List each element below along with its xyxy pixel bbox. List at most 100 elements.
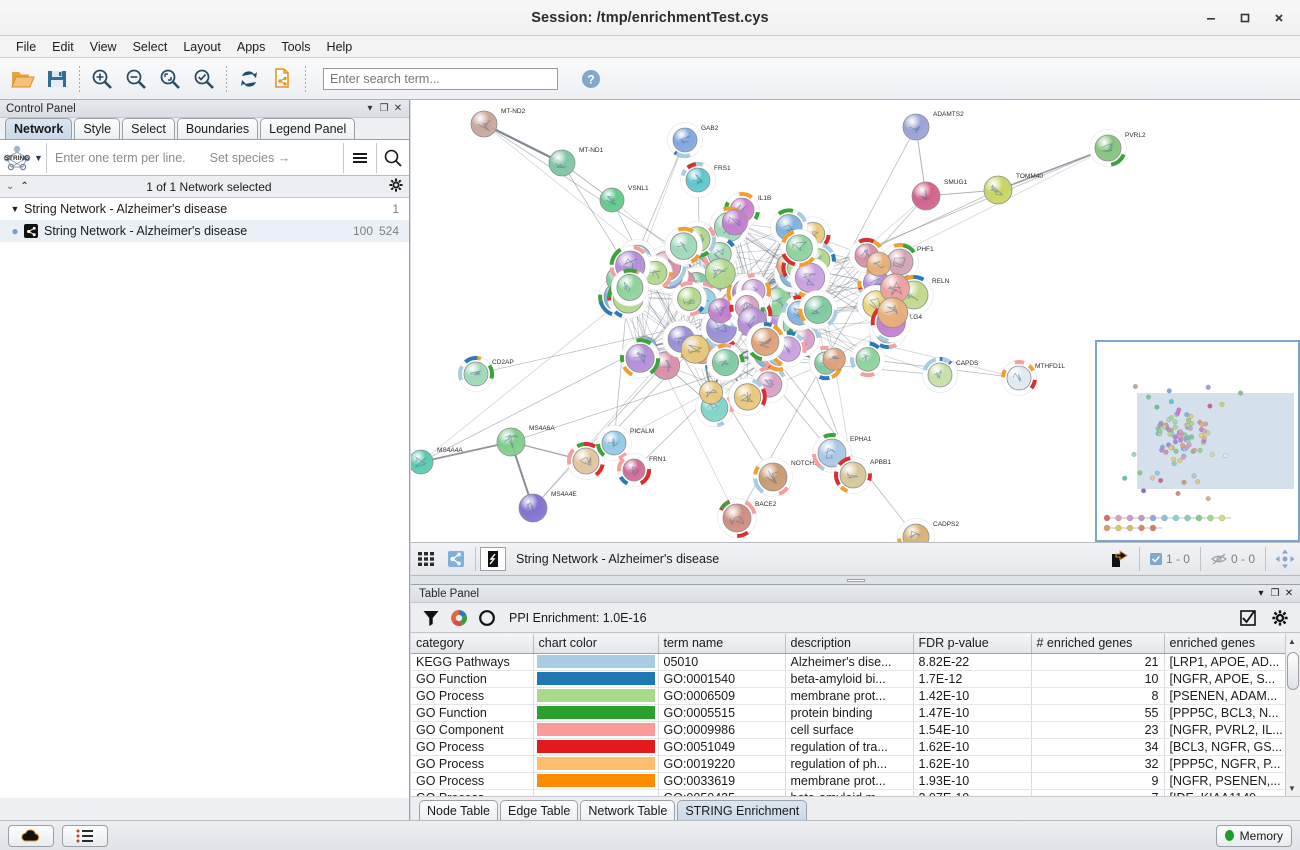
col-category[interactable]: category: [411, 634, 534, 654]
network-node[interactable]: PVRL2: [1089, 129, 1146, 167]
grid-icon[interactable]: [411, 544, 441, 574]
memory-status-button[interactable]: Memory: [1215, 824, 1292, 847]
network-node[interactable]: [822, 347, 846, 371]
menu-tools[interactable]: Tools: [281, 39, 311, 54]
close-icon[interactable]: [1262, 3, 1296, 33]
network-node[interactable]: PICALM: [596, 425, 655, 461]
float-panel-icon[interactable]: ❐: [379, 103, 389, 114]
network-node[interactable]: TOMM40: [983, 173, 1043, 205]
network-node[interactable]: [880, 273, 910, 304]
scrollbar-thumb[interactable]: [1287, 652, 1299, 690]
string-dropdown-icon[interactable]: ▼: [34, 152, 43, 163]
table-row[interactable]: KEGG Pathways 05010 Alzheimer's dise... 8.8…: [411, 653, 1287, 671]
annotation-icon[interactable]: [480, 547, 506, 571]
table-scrollbar[interactable]: ▲ ▼: [1285, 634, 1300, 796]
menu-layout[interactable]: Layout: [183, 39, 221, 54]
scroll-up-icon[interactable]: ▲: [1288, 637, 1296, 646]
menu-edit[interactable]: Edit: [52, 39, 74, 54]
network-node[interactable]: [619, 338, 661, 379]
collapse-all-icon[interactable]: ⌄: [6, 181, 15, 192]
pan-icon[interactable]: [1270, 544, 1300, 574]
chart-color-icon[interactable]: [445, 605, 473, 631]
float-panel-icon[interactable]: ❐: [1270, 588, 1280, 599]
table-row[interactable]: GO Function GO:0001540 beta-amyloid bi... 1…: [411, 670, 1287, 688]
network-node[interactable]: NOTCH1: [753, 457, 819, 497]
network-node[interactable]: [850, 341, 886, 378]
network-tree-item[interactable]: ● String Network - Alzheimer's disease 1…: [0, 220, 409, 242]
string-term-input[interactable]: Enter one term per line. Set species →: [47, 140, 343, 175]
network-node[interactable]: [745, 322, 785, 362]
network-node[interactable]: [680, 334, 710, 364]
filter-icon[interactable]: [417, 605, 445, 631]
zoom-out-icon[interactable]: [119, 62, 153, 96]
tab-network[interactable]: Network: [5, 118, 73, 139]
export-icon[interactable]: [1105, 544, 1135, 574]
tab-string-enrichment[interactable]: STRING Enrichment: [677, 800, 808, 820]
network-node[interactable]: [721, 209, 748, 236]
tab-legend-panel[interactable]: Legend Panel: [260, 118, 356, 139]
menu-apps[interactable]: Apps: [236, 39, 266, 54]
col-description[interactable]: description: [785, 634, 914, 654]
col-term-name[interactable]: term name: [658, 634, 786, 654]
network-node[interactable]: MT-ND2: [470, 108, 526, 138]
network-node[interactable]: ADAMTS2: [902, 111, 964, 141]
birds-eye-viewport[interactable]: [1137, 393, 1294, 489]
tab-select[interactable]: Select: [122, 118, 175, 139]
fit-selected-icon[interactable]: [187, 62, 221, 96]
menu-view[interactable]: View: [89, 39, 117, 54]
network-node[interactable]: FRN1: [617, 453, 667, 487]
network-node[interactable]: MS4A4A: [411, 447, 463, 475]
hidden-nodes-counter[interactable]: 0 - 0: [1205, 552, 1261, 566]
chevron-down-icon[interactable]: ▾: [1258, 588, 1264, 599]
network-graph[interactable]: MT-ND2 MT-ND1 VSNL1 CD2AP MS4A4A MS4A6A MS4A4E…: [411, 100, 1300, 542]
list-icon[interactable]: [62, 824, 108, 847]
splitter-grip[interactable]: [846, 578, 865, 582]
network-node[interactable]: CAPDS: [922, 357, 980, 393]
network-canvas[interactable]: MT-ND2 MT-ND1 VSNL1 CD2AP MS4A4A MS4A6A MS4A4E…: [411, 100, 1300, 542]
network-node[interactable]: [798, 290, 838, 330]
set-species-link[interactable]: Set species →: [209, 150, 291, 165]
network-node[interactable]: [706, 343, 745, 382]
chevron-down-icon[interactable]: ▾: [367, 103, 373, 114]
col-enriched-genes[interactable]: enriched genes: [1164, 634, 1287, 654]
network-node[interactable]: GAB2: [667, 122, 719, 158]
export-network-icon[interactable]: [266, 62, 300, 96]
network-node[interactable]: MTHFD1L: [1001, 360, 1066, 396]
hamburger-icon[interactable]: [344, 141, 376, 175]
tab-node-table[interactable]: Node Table: [419, 800, 499, 820]
tab-network-table[interactable]: Network Table: [580, 800, 676, 820]
checkbox-icon[interactable]: [1234, 605, 1262, 631]
close-panel-icon[interactable]: ✕: [393, 103, 403, 114]
string-share-icon[interactable]: [441, 544, 471, 574]
expand-arrow-icon[interactable]: ▼: [10, 204, 20, 214]
table-row[interactable]: GO Component GO:0009986 cell surface 1.54E-…: [411, 721, 1287, 739]
network-node[interactable]: [780, 229, 819, 267]
gear-icon[interactable]: [389, 178, 403, 195]
network-node[interactable]: [704, 258, 736, 290]
tab-style[interactable]: Style: [74, 118, 121, 139]
tab-boundaries[interactable]: Boundaries: [176, 118, 259, 139]
selected-nodes-counter[interactable]: 1 - 0: [1144, 552, 1196, 566]
minimize-icon[interactable]: [1194, 3, 1228, 33]
network-node[interactable]: CADPS2: [897, 518, 960, 543]
donut-icon[interactable]: [473, 605, 501, 631]
table-row[interactable]: GO Process GO:0006509 membrane prot... 1.42…: [411, 687, 1287, 705]
network-node[interactable]: SMUG1: [911, 179, 968, 211]
refresh-icon[interactable]: [232, 62, 266, 96]
help-icon[interactable]: ?: [574, 62, 608, 96]
network-node[interactable]: MS4A4E: [518, 491, 577, 523]
maximize-icon[interactable]: [1228, 3, 1262, 33]
col-fdr-pvalue[interactable]: FDR p-value: [913, 634, 1032, 654]
close-panel-icon[interactable]: ✕: [1284, 588, 1294, 599]
panel-splitter[interactable]: [411, 576, 1300, 584]
network-node[interactable]: MS4A6A: [496, 425, 555, 457]
network-node[interactable]: [671, 281, 707, 317]
network-node[interactable]: VSNL1: [599, 185, 649, 213]
network-node[interactable]: [707, 298, 733, 324]
save-icon[interactable]: [40, 62, 74, 96]
network-node[interactable]: [664, 226, 703, 266]
scroll-down-icon[interactable]: ▼: [1288, 784, 1296, 793]
menu-select[interactable]: Select: [132, 39, 168, 54]
network-node[interactable]: CD2AP: [458, 356, 514, 392]
network-node[interactable]: APBB1: [834, 456, 892, 494]
